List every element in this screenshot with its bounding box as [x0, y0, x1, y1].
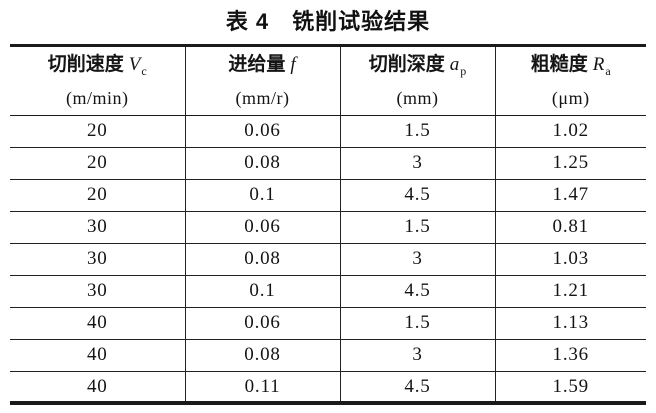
table-row: 40 0.06 1.5 1.13	[10, 307, 646, 340]
cell-depth: 1.5	[340, 115, 496, 148]
cell-feed: 0.1	[185, 179, 341, 212]
table-row: 30 0.08 3 1.03	[10, 243, 646, 276]
table-row: 40 0.11 4.5 1.59	[10, 371, 646, 404]
table-row: 20 0.1 4.5 1.47	[10, 179, 646, 212]
cell-roughness: 1.36	[495, 339, 646, 372]
cell-speed: 30	[10, 211, 186, 244]
col-header-cutting-speed: 切削速度 Vc (m/min)	[10, 45, 186, 116]
col-header-roughness: 粗糙度 Ra (μm)	[495, 45, 646, 116]
cell-depth: 3	[340, 339, 496, 372]
cell-depth: 1.5	[340, 211, 496, 244]
col-header-feed-rate-unit: (mm/r)	[235, 87, 290, 108]
cell-speed: 20	[10, 115, 186, 148]
col-header-cutting-speed-unit: (m/min)	[66, 87, 129, 108]
col-header-cutting-speed-name: 切削速度 Vc	[47, 54, 147, 78]
symbol-ap: ap	[449, 54, 467, 78]
milling-results-table: 切削速度 Vc (m/min) 进给量 f (mm/r) 切削深度 ap (mm) 粗…	[10, 44, 646, 406]
cell-depth: 3	[340, 147, 496, 180]
cell-feed: 0.08	[185, 339, 341, 372]
cell-depth: 4.5	[340, 179, 496, 212]
table-title-text: 表 4 铣削试验结果	[225, 9, 431, 34]
col-header-feed-rate-name: 进给量 f	[228, 54, 296, 75]
cell-roughness: 1.25	[495, 147, 646, 180]
col-header-feed-rate: 进给量 f (mm/r)	[185, 45, 341, 116]
col-header-roughness-name: 粗糙度 Ra	[530, 54, 611, 78]
cell-speed: 20	[10, 179, 186, 212]
table-row: 30 0.06 1.5 0.81	[10, 211, 646, 244]
symbol-ra: Ra	[592, 54, 611, 78]
cell-speed: 40	[10, 307, 186, 340]
symbol-f: f	[290, 54, 296, 75]
col-header-cutting-depth: 切削深度 ap (mm)	[340, 45, 496, 116]
cell-feed: 0.08	[185, 147, 341, 180]
cell-depth: 4.5	[340, 371, 496, 404]
cell-roughness: 1.13	[495, 307, 646, 340]
cell-depth: 3	[340, 243, 496, 276]
cell-speed: 20	[10, 147, 186, 180]
table-row: 20 0.06 1.5 1.02	[10, 115, 646, 148]
cell-roughness: 1.21	[495, 275, 646, 308]
cell-feed: 0.06	[185, 115, 341, 148]
table-row: 40 0.08 3 1.36	[10, 339, 646, 372]
cell-roughness: 0.81	[495, 211, 646, 244]
table-title: 表 4 铣削试验结果	[10, 6, 646, 38]
header-row: 切削速度 Vc (m/min) 进给量 f (mm/r) 切削深度 ap (mm) 粗…	[10, 45, 646, 116]
cell-speed: 30	[10, 275, 186, 308]
cell-depth: 1.5	[340, 307, 496, 340]
cell-feed: 0.08	[185, 243, 341, 276]
symbol-vc: Vc	[128, 54, 147, 78]
col-header-roughness-unit: (μm)	[551, 87, 590, 108]
table-row: 30 0.1 4.5 1.21	[10, 275, 646, 308]
cell-speed: 40	[10, 371, 186, 404]
col-header-cutting-depth-name: 切削深度 ap	[368, 54, 467, 78]
cell-depth: 4.5	[340, 275, 496, 308]
cell-feed: 0.06	[185, 307, 341, 340]
cell-speed: 40	[10, 339, 186, 372]
cell-feed: 0.11	[185, 371, 341, 404]
table-row: 20 0.08 3 1.25	[10, 147, 646, 180]
col-header-cutting-depth-unit: (mm)	[396, 87, 439, 108]
cell-roughness: 1.47	[495, 179, 646, 212]
cell-speed: 30	[10, 243, 186, 276]
cell-feed: 0.1	[185, 275, 341, 308]
cell-feed: 0.06	[185, 211, 341, 244]
cell-roughness: 1.02	[495, 115, 646, 148]
cell-roughness: 1.03	[495, 243, 646, 276]
cell-roughness: 1.59	[552, 375, 589, 397]
